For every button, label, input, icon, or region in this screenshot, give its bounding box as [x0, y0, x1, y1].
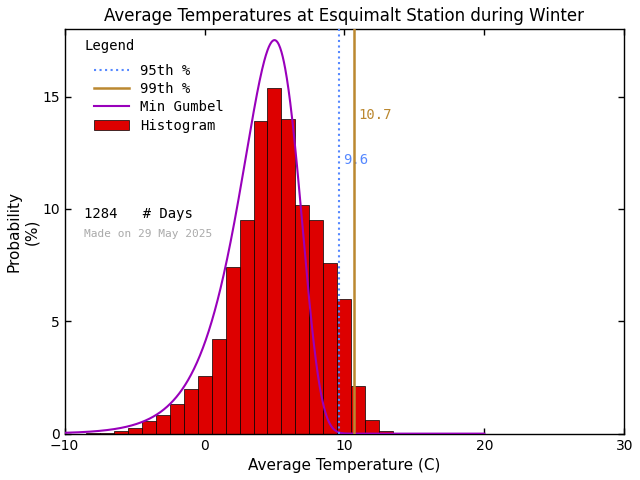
Bar — [86, 432, 100, 433]
Bar — [127, 428, 141, 433]
Bar — [225, 267, 239, 433]
Text: 9.6: 9.6 — [343, 153, 368, 167]
Bar — [239, 220, 253, 433]
Bar — [268, 88, 282, 433]
Text: 1284   # Days: 1284 # Days — [84, 207, 193, 221]
Legend: 95th %, 99th %, Min Gumbel, Histogram: 95th %, 99th %, Min Gumbel, Histogram — [88, 59, 229, 138]
Text: Made on 29 May 2025: Made on 29 May 2025 — [84, 229, 212, 240]
Text: 10.7: 10.7 — [358, 108, 392, 122]
Bar — [141, 421, 156, 433]
Bar — [198, 376, 212, 433]
Bar — [380, 432, 394, 433]
Text: Legend: Legend — [84, 39, 134, 53]
Bar — [351, 386, 365, 433]
Bar — [253, 121, 268, 433]
Bar — [170, 405, 184, 433]
Bar — [113, 432, 127, 433]
Bar — [100, 432, 113, 433]
Bar — [212, 339, 225, 433]
Bar — [184, 389, 198, 433]
Bar — [156, 415, 170, 433]
Bar — [282, 119, 296, 433]
Bar — [337, 299, 351, 433]
Bar — [323, 263, 337, 433]
Bar — [296, 204, 310, 433]
Bar — [310, 220, 323, 433]
Bar — [365, 420, 380, 433]
Title: Average Temperatures at Esquimalt Station during Winter: Average Temperatures at Esquimalt Statio… — [104, 7, 584, 25]
X-axis label: Average Temperature (C): Average Temperature (C) — [248, 458, 441, 473]
Y-axis label: Probability
(%): Probability (%) — [7, 191, 39, 272]
